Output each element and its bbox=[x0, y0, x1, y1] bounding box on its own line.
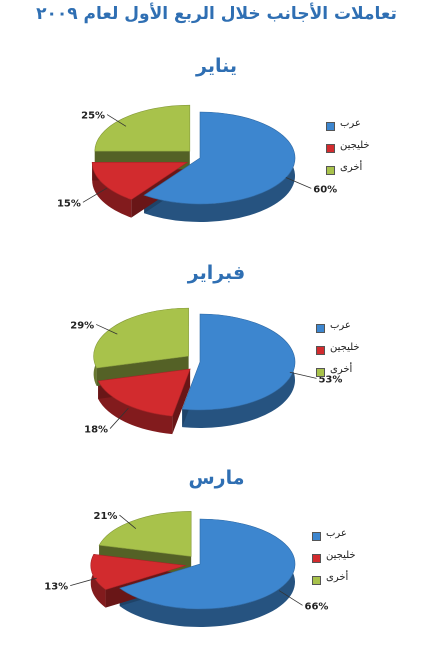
data-label: 66% bbox=[305, 601, 329, 612]
data-label: 53% bbox=[318, 374, 342, 385]
pie-slice-side bbox=[92, 162, 132, 218]
pie-slice-other bbox=[93, 307, 189, 369]
leader-line bbox=[285, 177, 312, 189]
legend-swatch bbox=[326, 144, 335, 153]
legend-item-other: أخرى bbox=[316, 364, 406, 386]
legend-item-gulf: خليجين bbox=[312, 550, 402, 572]
legend-swatch bbox=[316, 324, 325, 333]
pie-slice-gulf bbox=[90, 553, 186, 590]
pie-slice-side bbox=[98, 380, 173, 435]
legend-swatch bbox=[312, 532, 321, 541]
pie-slice-arab bbox=[181, 313, 296, 411]
legend-label: أخرى bbox=[330, 364, 353, 375]
pie-slice-gulf bbox=[97, 368, 191, 417]
legend-swatch bbox=[316, 368, 325, 377]
legend-swatch bbox=[316, 346, 325, 355]
legend-item-arab: عرب bbox=[326, 118, 416, 140]
legend-item-arab: عرب bbox=[316, 320, 406, 342]
leader-line bbox=[109, 407, 129, 429]
pie-chart-panel: فبراير 53% 18% 29% عرب خليجين أخرى bbox=[0, 0, 433, 436]
legend: عرب خليجين أخرى bbox=[316, 320, 406, 386]
legend-label: أخرى bbox=[326, 572, 349, 583]
leader-line bbox=[82, 187, 107, 203]
legend-item-arab: عرب bbox=[312, 528, 402, 550]
chart-title: يناير bbox=[196, 55, 237, 77]
legend-item-other: أخرى bbox=[312, 572, 402, 594]
pie-slice-side bbox=[90, 554, 106, 608]
data-label: 13% bbox=[44, 582, 68, 593]
leader-line bbox=[119, 514, 137, 529]
data-label: 21% bbox=[94, 511, 118, 522]
leader-line bbox=[106, 114, 127, 127]
page-title: تعاملات الأجانب خلال الربع الأول لعام ٢٠… bbox=[36, 4, 397, 24]
data-label: 60% bbox=[313, 184, 337, 195]
leader-line bbox=[289, 371, 317, 379]
legend-label: عرب bbox=[330, 320, 351, 331]
pie-slice-wall bbox=[94, 105, 190, 170]
pie-slice-wall bbox=[96, 308, 189, 387]
data-label: 29% bbox=[70, 320, 94, 331]
pie-slice-other bbox=[98, 511, 192, 557]
chart-title: فبراير bbox=[187, 262, 246, 284]
pie-chart-panel: يناير 60% 15% 25% عرب خليجين أخرى bbox=[0, 0, 433, 223]
pie-slice-arab bbox=[143, 111, 296, 205]
pie-slice-side bbox=[144, 112, 296, 223]
legend-label: أخرى bbox=[340, 162, 363, 173]
legend-swatch bbox=[326, 122, 335, 131]
data-label: 15% bbox=[57, 198, 81, 209]
leader-line bbox=[96, 324, 118, 335]
leader-line bbox=[278, 590, 303, 606]
pie-slice-gulf bbox=[91, 162, 189, 200]
data-label: 25% bbox=[81, 111, 105, 122]
data-label: 18% bbox=[84, 425, 108, 436]
legend: عرب خليجين أخرى bbox=[312, 528, 402, 594]
pie-slice-other bbox=[94, 104, 191, 152]
legend-item-gulf: خليجين bbox=[316, 342, 406, 364]
legend-swatch bbox=[326, 166, 335, 175]
chart-title: مارس bbox=[188, 467, 245, 489]
legend-label: خليجين bbox=[340, 140, 370, 151]
legend-swatch bbox=[312, 576, 321, 585]
legend-label: عرب bbox=[326, 528, 347, 539]
legend-item-gulf: خليجين bbox=[326, 140, 416, 162]
legend-label: خليجين bbox=[330, 342, 360, 353]
pie-slice-arab bbox=[119, 518, 296, 610]
legend-swatch bbox=[312, 554, 321, 563]
legend: عرب خليجين أخرى bbox=[326, 118, 416, 184]
leader-line bbox=[70, 577, 97, 587]
pie-chart-panel: مارس 66% 13% 21% عرب خليجين أخرى bbox=[0, 0, 433, 627]
legend-item-other: أخرى bbox=[326, 162, 416, 184]
legend-label: خليجين bbox=[326, 550, 356, 561]
legend-label: عرب bbox=[340, 118, 361, 129]
